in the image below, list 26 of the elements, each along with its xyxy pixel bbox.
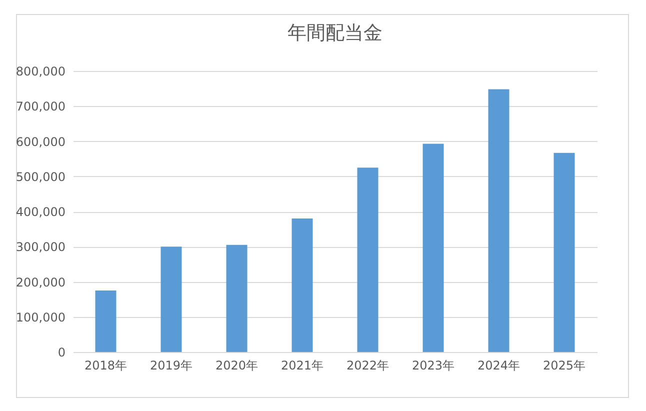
y-tick-label: 300,000 [16, 240, 66, 254]
x-tick-label: 2020年 [215, 358, 258, 372]
bar [226, 244, 248, 352]
y-tick-label: 400,000 [16, 205, 66, 219]
y-tick-label: 500,000 [16, 170, 66, 184]
y-tick-label: 0 [58, 346, 66, 360]
y-tick-label: 800,000 [16, 64, 66, 78]
x-tick-label: 2021年 [280, 358, 324, 372]
x-tick-label: 2018年 [84, 358, 128, 372]
bar [357, 168, 378, 352]
y-tick-label: 100,000 [16, 310, 66, 324]
x-tick-label: 2019年 [150, 358, 193, 372]
chart-title: 年間配当金 [288, 22, 382, 44]
x-tick-label: 2024年 [477, 358, 520, 372]
y-tick-label: 600,000 [16, 134, 66, 149]
bar [422, 144, 444, 352]
bar [488, 89, 510, 352]
bar [292, 218, 313, 352]
x-tick-label: 2025年 [542, 358, 586, 372]
bar [554, 152, 575, 352]
y-tick-label: 700,000 [16, 100, 66, 114]
y-tick-label: 200,000 [16, 275, 66, 290]
x-tick-label: 2022年 [346, 358, 390, 372]
bar [95, 290, 116, 352]
bar [160, 246, 182, 352]
x-tick-label: 2023年 [412, 358, 455, 372]
